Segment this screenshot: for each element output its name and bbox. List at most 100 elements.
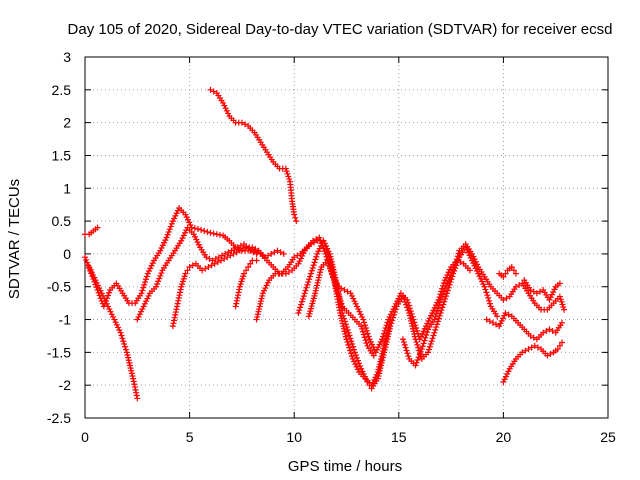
data-point xyxy=(84,259,91,266)
data-point xyxy=(519,349,526,356)
data-point xyxy=(181,273,188,280)
data-point xyxy=(546,296,553,303)
data-point xyxy=(88,269,95,276)
data-point xyxy=(102,298,109,305)
data-point xyxy=(328,258,335,265)
data-point xyxy=(551,286,558,293)
data-point xyxy=(237,242,244,249)
data-point xyxy=(222,250,229,257)
data-point xyxy=(205,264,212,271)
series-5 xyxy=(169,244,287,330)
data-point xyxy=(475,270,482,277)
data-point xyxy=(263,282,270,289)
data-point xyxy=(128,370,135,377)
data-point xyxy=(416,351,423,358)
data-point xyxy=(527,287,534,294)
data-point xyxy=(421,337,428,344)
data-point xyxy=(421,325,428,332)
data-point xyxy=(285,268,292,275)
data-point xyxy=(141,281,148,288)
data-point xyxy=(435,315,442,322)
data-point xyxy=(230,250,237,257)
data-point xyxy=(156,275,163,282)
data-point xyxy=(316,271,323,278)
data-point xyxy=(497,320,504,327)
data-point xyxy=(404,350,411,357)
data-point xyxy=(357,363,364,370)
data-point xyxy=(405,307,412,314)
x-tick-labels: 0 5 10 15 20 25 xyxy=(81,429,616,445)
data-point xyxy=(255,308,262,315)
data-point xyxy=(346,344,353,351)
data-point xyxy=(93,279,100,286)
data-point xyxy=(344,339,351,346)
data-point xyxy=(380,345,387,352)
data-point xyxy=(348,353,355,360)
data-point xyxy=(531,342,538,349)
data-point xyxy=(195,241,202,248)
data-point xyxy=(306,276,313,283)
data-point xyxy=(561,306,568,313)
data-point xyxy=(375,366,382,373)
data-point xyxy=(505,311,512,318)
data-point xyxy=(358,323,365,330)
data-point xyxy=(186,219,193,226)
data-point xyxy=(210,88,217,95)
data-point xyxy=(377,338,384,345)
data-point xyxy=(144,270,151,277)
data-point xyxy=(440,288,447,295)
data-point xyxy=(328,256,335,263)
grid-lines xyxy=(85,57,608,418)
data-point xyxy=(360,316,367,323)
data-point xyxy=(350,346,357,353)
data-point xyxy=(533,290,540,297)
data-point xyxy=(158,270,165,277)
data-point xyxy=(423,332,430,339)
data-point xyxy=(189,262,196,269)
data-point xyxy=(327,265,334,272)
data-point xyxy=(256,303,263,310)
data-point xyxy=(500,378,507,385)
data-point xyxy=(307,273,314,280)
axis-ticks xyxy=(84,56,609,419)
data-point xyxy=(172,212,179,219)
data-point xyxy=(379,336,386,343)
data-point xyxy=(277,249,284,256)
data-point xyxy=(140,284,147,291)
data-point xyxy=(155,278,162,285)
data-point xyxy=(310,237,317,244)
data-point xyxy=(351,298,358,305)
data-point xyxy=(157,272,164,279)
data-point xyxy=(345,329,352,336)
data-point xyxy=(434,321,441,328)
series-4 xyxy=(134,224,260,323)
data-point xyxy=(236,247,243,254)
data-point xyxy=(516,282,523,289)
data-point xyxy=(407,315,414,322)
data-point xyxy=(322,243,329,250)
data-point xyxy=(215,254,222,261)
data-point xyxy=(283,168,290,175)
data-point xyxy=(300,293,307,300)
x-axis-title: GPS time / hours xyxy=(288,458,402,475)
data-point xyxy=(134,316,141,323)
data-point xyxy=(139,287,146,294)
data-point xyxy=(292,214,299,221)
data-point xyxy=(359,325,366,332)
data-point xyxy=(208,262,215,269)
data-point xyxy=(366,336,373,343)
data-point xyxy=(371,376,378,383)
data-point xyxy=(387,316,394,323)
data-point xyxy=(348,292,355,299)
data-point xyxy=(400,339,407,346)
data-point xyxy=(364,330,371,337)
data-point xyxy=(347,335,354,342)
data-point xyxy=(413,324,420,331)
data-point xyxy=(428,312,435,319)
data-point xyxy=(94,282,101,289)
y-tick-label: 2.5 xyxy=(52,82,72,98)
data-point xyxy=(439,291,446,298)
data-point xyxy=(217,257,224,264)
data-point xyxy=(424,320,431,327)
data-point xyxy=(268,250,275,257)
